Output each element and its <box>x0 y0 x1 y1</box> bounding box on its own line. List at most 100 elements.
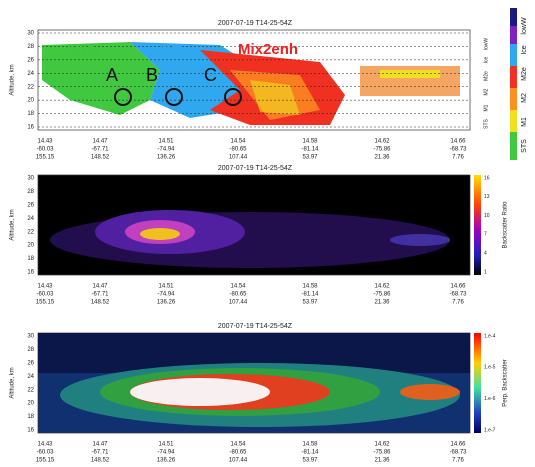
y-tick-label: 20 <box>27 243 34 249</box>
y-tick-label: 22 <box>27 229 34 235</box>
y-tick-label: 24 <box>27 216 34 222</box>
y-tick-label: 30 <box>27 334 34 340</box>
panel-title: 2007-07-19 T14-25-54Z <box>218 323 293 330</box>
x-tick-label: 107.44 <box>229 458 248 462</box>
x-tick-label: 14.66 <box>450 139 466 145</box>
y-tick-label: 30 <box>27 176 34 182</box>
colorbar-label: lowW <box>521 17 528 35</box>
panel-2-plot <box>37 174 471 276</box>
y-tick-label: 20 <box>27 98 34 104</box>
y-tick-label: 22 <box>27 387 34 393</box>
y-tick-label: 18 <box>27 111 34 117</box>
legend-label: STS <box>483 118 489 128</box>
x-tick-label: 148.52 <box>91 300 110 306</box>
x-tick-label: -74.94 <box>157 292 175 298</box>
point-label: B <box>146 65 158 85</box>
x-tick-label: 136.26 <box>157 458 176 462</box>
x-tick-label: 14.66 <box>450 442 466 448</box>
panel-1-colorbar <box>510 8 517 160</box>
x-tick-label: 155.15 <box>36 155 55 161</box>
y-tick-label: 24 <box>27 374 34 380</box>
x-tick-label: -80.65 <box>229 147 247 153</box>
y-tick-label: 28 <box>27 189 34 195</box>
x-tick-label: 7.76 <box>452 300 464 306</box>
x-tick-label: -81.14 <box>301 292 319 298</box>
colorbar-label: 16 <box>484 175 490 181</box>
x-tick-label: -81.14 <box>301 147 319 153</box>
x-tick-label: 14.47 <box>92 284 108 290</box>
x-tick-label: 21.36 <box>374 300 390 306</box>
x-tick-label: 7.76 <box>452 458 464 462</box>
colorbar-label: 1.e-4 <box>484 333 496 339</box>
y-tick-label: 26 <box>27 202 34 208</box>
x-tick-label: 53.97 <box>302 458 318 462</box>
x-tick-label: 14.58 <box>302 284 318 290</box>
colorbar-label: 7 <box>484 232 487 238</box>
legend-label: Ice <box>483 56 489 63</box>
x-tick-label: -67.71 <box>91 147 109 153</box>
x-tick-label: -81.14 <box>301 450 319 456</box>
x-tick-label: 148.52 <box>91 458 110 462</box>
x-tick-label: 14.54 <box>230 139 246 145</box>
x-tick-label: -67.71 <box>91 292 109 298</box>
panel-3-colorbar <box>474 333 481 433</box>
y-tick-label: 26 <box>27 57 34 63</box>
x-tick-label: -75.86 <box>373 292 391 298</box>
colorbar-label: 1.e-7 <box>484 427 496 433</box>
region-label: ICE <box>162 41 187 58</box>
y-axis-label: Altitude, km <box>10 209 16 240</box>
x-tick-label: -67.71 <box>91 450 109 456</box>
x-tick-label: 14.51 <box>158 284 174 290</box>
x-tick-label: -68.73 <box>449 450 467 456</box>
colorbar-label: M2e <box>521 67 528 81</box>
x-tick-label: 14.43 <box>37 139 53 145</box>
colorbar-label: M1 <box>521 117 528 127</box>
x-tick-label: 14.51 <box>158 139 174 145</box>
x-tick-label: -75.86 <box>373 147 391 153</box>
x-tick-label: 14.62 <box>374 284 390 290</box>
y-tick-label: 26 <box>27 360 34 366</box>
colorbar-label: 1.e-6 <box>484 396 496 402</box>
x-tick-label: 14.54 <box>230 442 246 448</box>
colorbar-label: 1.e-5 <box>484 365 496 371</box>
colorbar-label: 10 <box>484 213 490 219</box>
y-tick-label: 28 <box>27 347 34 353</box>
x-tick-label: -60.03 <box>36 292 54 298</box>
x-tick-label: 21.36 <box>374 155 390 161</box>
x-tick-label: -60.03 <box>36 450 54 456</box>
colorbar-title: Perp. Backscatter <box>503 359 509 406</box>
x-tick-label: 148.52 <box>91 155 110 161</box>
x-tick-label: 107.44 <box>229 300 248 306</box>
region-label: STS <box>70 41 99 58</box>
y-tick-label: 28 <box>27 44 34 50</box>
x-tick-label: 14.58 <box>302 139 318 145</box>
panel-3-plot <box>37 332 471 434</box>
colorbar-label: 13 <box>484 194 490 200</box>
x-tick-label: 14.43 <box>37 442 53 448</box>
y-tick-label: 30 <box>27 31 34 37</box>
x-tick-label: -74.94 <box>157 450 175 456</box>
y-tick-label: 22 <box>27 84 34 90</box>
y-tick-label: 16 <box>27 428 34 434</box>
colorbar-title: Backscatter Ratio <box>503 201 509 249</box>
y-axis-label: Altitude, km <box>10 367 16 398</box>
y-axis-label: Altitude, km <box>10 64 16 95</box>
x-tick-label: 14.66 <box>450 284 466 290</box>
y-tick-label: 20 <box>27 401 34 407</box>
colorbar-label: 1 <box>484 269 487 275</box>
x-tick-label: -74.94 <box>157 147 175 153</box>
colorbar-label: STS <box>521 139 528 153</box>
legend-label: M2e <box>483 71 489 81</box>
y-tick-label: 16 <box>27 270 34 276</box>
point-label: C <box>204 65 217 85</box>
x-tick-label: 21.36 <box>374 458 390 462</box>
x-tick-label: -75.86 <box>373 450 391 456</box>
point-label: A <box>106 65 118 85</box>
x-tick-label: 53.97 <box>302 300 318 306</box>
x-tick-label: 136.26 <box>157 300 176 306</box>
y-tick-label: 18 <box>27 414 34 420</box>
y-tick-label: 16 <box>27 125 34 131</box>
x-tick-label: 14.58 <box>302 442 318 448</box>
x-tick-label: 155.15 <box>36 458 55 462</box>
